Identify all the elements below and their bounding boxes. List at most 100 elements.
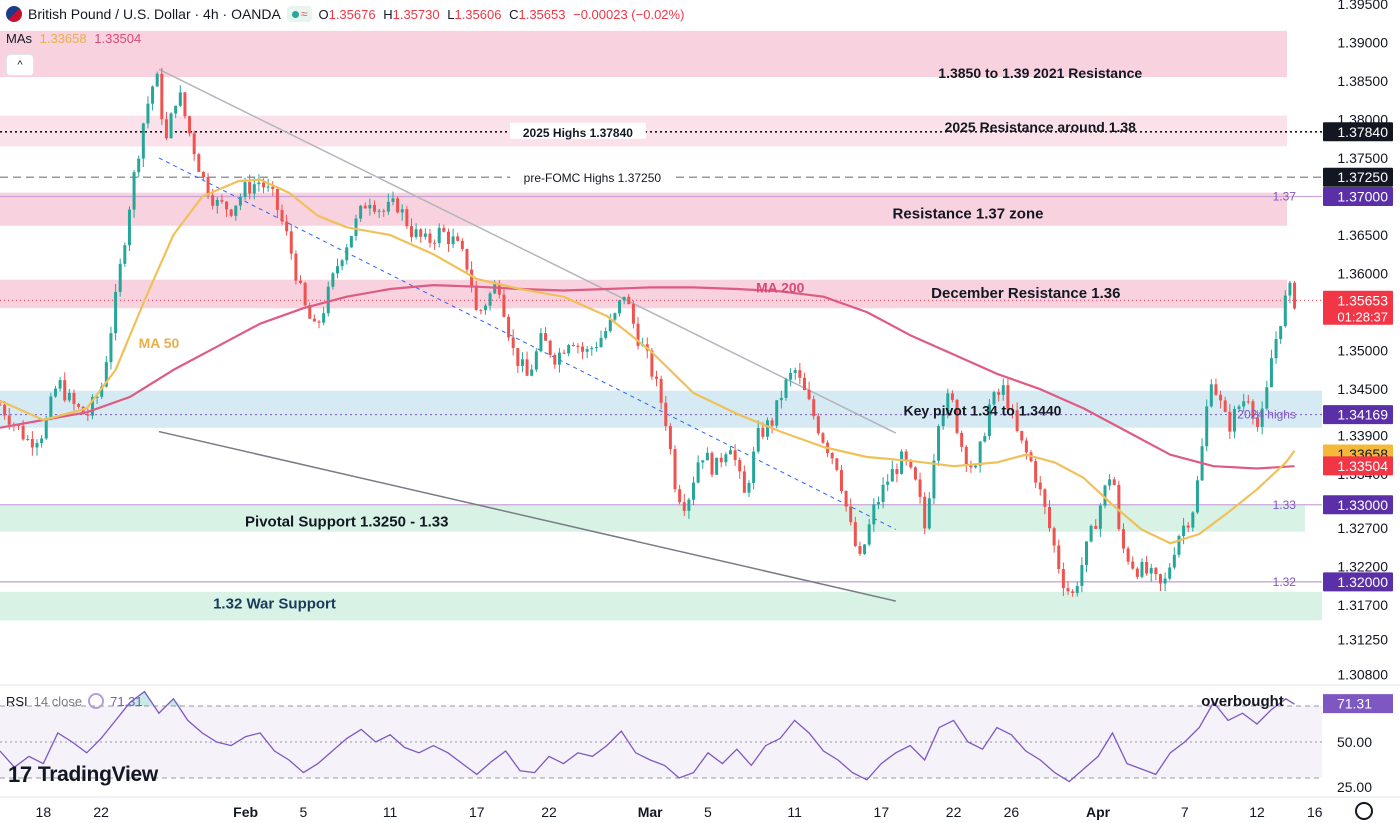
candle-body: [21, 425, 25, 440]
candle-body: [1038, 482, 1042, 490]
x-tick-8: 5: [704, 804, 712, 820]
candle: [437, 223, 441, 248]
candle-body: [354, 218, 358, 237]
candle-body: [1057, 545, 1061, 570]
candle: [867, 518, 871, 547]
candle-body: [460, 240, 464, 250]
candle-body: [197, 154, 201, 172]
zone-3: [0, 279, 1287, 309]
candle-body: [867, 524, 871, 545]
candle: [183, 91, 187, 119]
candle-body: [798, 370, 802, 378]
candle-body: [1075, 585, 1079, 594]
candle-body: [932, 460, 936, 499]
candle-body: [382, 210, 386, 212]
candle: [1071, 589, 1075, 597]
candle-body: [493, 284, 497, 294]
zone-2: [0, 192, 1287, 226]
candle: [890, 460, 894, 482]
candle: [1237, 404, 1241, 411]
candle-body: [858, 546, 862, 554]
candle-body: [955, 399, 959, 433]
candle-body: [414, 229, 418, 237]
candle-body: [497, 284, 501, 295]
candle-body: [206, 177, 210, 196]
candle-body: [225, 201, 229, 210]
candle-body: [511, 337, 515, 349]
candle-body: [664, 402, 668, 427]
candle: [784, 377, 788, 401]
candle: [904, 449, 908, 466]
candle: [1117, 480, 1121, 532]
ma50-legend-value: 1.33658: [39, 31, 87, 46]
candle: [655, 370, 659, 387]
candle: [488, 291, 492, 311]
candle: [932, 453, 936, 505]
candle-body: [178, 92, 182, 106]
candle-body: [613, 313, 617, 320]
candle: [317, 319, 321, 329]
candle: [49, 392, 53, 421]
price-badge-8: [1323, 572, 1393, 592]
candle-body: [299, 280, 303, 283]
candle-body: [747, 482, 751, 493]
candle: [1269, 349, 1273, 388]
candle-body: [627, 296, 631, 305]
ma-layer: [0, 178, 1296, 545]
candle: [802, 372, 806, 391]
ma200-legend-value: 1.33504: [94, 31, 142, 46]
candle: [673, 445, 677, 493]
candle-body: [1232, 408, 1236, 432]
y-tick-2: 1.38500: [1337, 73, 1388, 89]
candle-body: [280, 209, 284, 222]
candle-body: [53, 388, 57, 397]
candle-body: [1265, 387, 1269, 409]
candle: [354, 214, 358, 241]
candle: [779, 390, 783, 409]
data-window-icon[interactable]: [88, 693, 105, 709]
candle-body: [839, 470, 843, 492]
candle-body: [728, 450, 732, 455]
symbol-title[interactable]: British Pound / U.S. Dollar · 4h · OANDA: [28, 6, 281, 22]
candle-body: [1172, 554, 1176, 568]
candle: [428, 228, 432, 248]
candle-body: [30, 439, 34, 448]
candle: [58, 377, 62, 392]
candle: [1052, 526, 1056, 553]
candle: [900, 449, 904, 475]
candle-body: [312, 318, 316, 322]
candle: [992, 390, 996, 407]
candle-body: [405, 209, 409, 227]
rsi-tick-0: 71.31: [1337, 696, 1372, 712]
candle: [664, 396, 668, 431]
candle: [446, 228, 450, 252]
candle-body: [26, 439, 30, 441]
candle-body: [1269, 358, 1273, 388]
candle-body: [44, 418, 48, 439]
mas-legend[interactable]: MAs 1.33658 1.33504: [6, 31, 141, 46]
candle-body: [544, 333, 548, 341]
candle: [1172, 547, 1176, 570]
rsi-legend[interactable]: RSI 14 close 71.31: [6, 693, 143, 709]
candle-body: [789, 372, 793, 380]
candle-body: [183, 92, 187, 117]
candle-body: [682, 502, 686, 511]
candle: [266, 178, 270, 192]
gbp-usd-flag-icon: [6, 6, 22, 22]
candle-body: [631, 304, 635, 324]
candle: [913, 466, 917, 481]
collapse-legend-button[interactable]: ^: [6, 54, 34, 76]
candle-body: [1006, 385, 1010, 410]
candle: [1195, 475, 1199, 515]
candle: [1256, 410, 1260, 432]
candle-body: [1177, 536, 1181, 555]
candle-body: [650, 350, 654, 377]
market-status-pill[interactable]: ≈: [286, 6, 313, 22]
candle-body: [687, 499, 691, 511]
gear-icon[interactable]: [1355, 802, 1373, 820]
candle: [539, 328, 543, 353]
candle-body: [770, 420, 774, 426]
candle-body: [909, 460, 913, 468]
candle-body: [81, 406, 85, 415]
